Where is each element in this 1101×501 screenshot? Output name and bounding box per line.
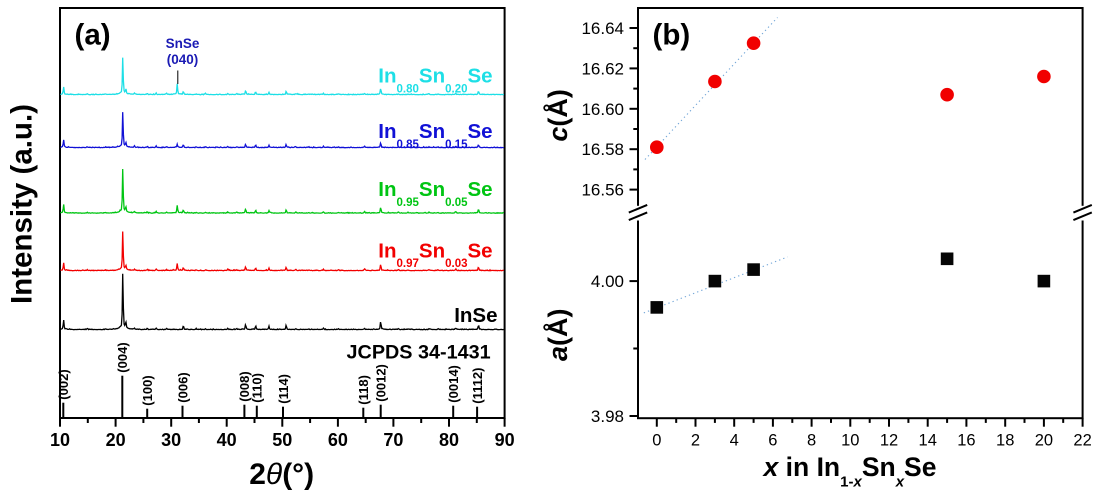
svg-text:(0014): (0014) [446,365,461,403]
svg-text:(100): (100) [140,375,155,405]
svg-text:c(Å): c(Å) [542,89,573,142]
svg-text:50: 50 [272,430,292,450]
svg-text:8: 8 [807,432,816,450]
svg-text:90: 90 [495,430,515,450]
svg-text:4: 4 [730,432,739,450]
svg-text:40: 40 [217,430,237,450]
svg-text:16.62: 16.62 [581,59,624,78]
svg-text:30: 30 [161,430,181,450]
svg-text:Intensity (a.u.): Intensity (a.u.) [6,104,39,304]
svg-text:SnSe: SnSe [166,36,200,51]
svg-text:14: 14 [919,432,937,450]
svg-text:(004): (004) [115,342,130,372]
svg-text:(b): (b) [653,19,691,52]
svg-text:(040): (040) [167,52,199,67]
svg-text:18: 18 [996,432,1014,450]
svg-text:(002): (002) [56,369,71,399]
svg-text:16.56: 16.56 [581,181,624,200]
svg-text:(110): (110) [250,373,265,403]
svg-text:(a): (a) [75,19,111,52]
svg-text:12: 12 [880,432,898,450]
svg-text:10: 10 [50,430,70,450]
svg-text:a(Å): a(Å) [542,309,573,362]
svg-text:16.60: 16.60 [581,100,624,119]
svg-text:JCPDS 34-1431: JCPDS 34-1431 [347,342,491,364]
svg-text:22: 22 [1073,432,1091,450]
svg-text:(118): (118) [356,375,371,405]
svg-text:4.00: 4.00 [591,272,624,291]
svg-text:3.98: 3.98 [591,407,624,426]
svg-text:(0012): (0012) [374,364,389,402]
svg-text:2θ(°): 2θ(°) [249,458,314,491]
svg-text:6: 6 [768,432,777,450]
svg-text:(008): (008) [237,371,252,401]
svg-text:(1112): (1112) [470,368,485,404]
svg-text:16: 16 [957,432,975,450]
svg-text:2: 2 [691,432,700,450]
svg-text:0: 0 [652,432,661,450]
svg-text:10: 10 [841,432,859,450]
svg-text:(006): (006) [175,372,190,402]
svg-text:80: 80 [439,430,459,450]
svg-text:20: 20 [106,430,126,450]
svg-text:InSe: InSe [454,304,497,327]
svg-text:16.58: 16.58 [581,140,624,159]
svg-text:70: 70 [383,430,403,450]
svg-text:(114): (114) [276,374,291,404]
svg-text:16.64: 16.64 [581,19,624,38]
svg-text:20: 20 [1035,432,1053,450]
svg-text:60: 60 [328,430,348,450]
